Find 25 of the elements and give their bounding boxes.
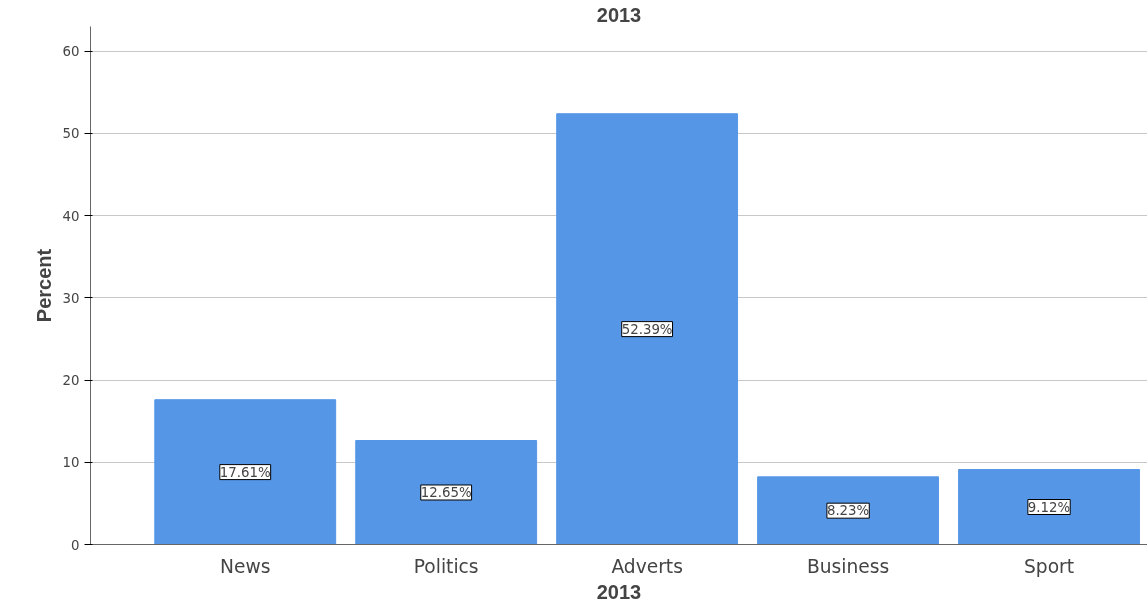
y-tick-label: 40 bbox=[62, 208, 80, 224]
y-tick-label: 20 bbox=[62, 373, 80, 389]
bar bbox=[958, 469, 1140, 545]
y-tick-label: 50 bbox=[62, 126, 80, 142]
y-tick-label: 10 bbox=[62, 455, 80, 471]
x-tick-label: Sport bbox=[1023, 555, 1075, 577]
x-tick-label: Politics bbox=[413, 555, 479, 577]
x-tick-label: Business bbox=[806, 555, 890, 577]
chart-title: 2013 bbox=[596, 3, 642, 26]
data-label: 52.39% bbox=[621, 321, 673, 337]
data-label: 9.12% bbox=[1027, 499, 1071, 515]
y-tick-label: 0 bbox=[71, 537, 80, 553]
data-label: 8.23% bbox=[826, 503, 870, 519]
y-tick-label: 60 bbox=[62, 44, 80, 60]
data-label: 17.61% bbox=[219, 464, 271, 480]
bar bbox=[556, 113, 739, 545]
bar bbox=[355, 439, 538, 545]
bar bbox=[154, 399, 337, 545]
y-tick-label: 30 bbox=[62, 290, 80, 306]
x-axis-title: 2013 bbox=[596, 580, 642, 601]
x-tick-label: News bbox=[220, 555, 271, 577]
data-label: 12.65% bbox=[420, 484, 472, 500]
y-axis-title: Percent bbox=[32, 248, 55, 323]
x-tick-label: Adverts bbox=[611, 555, 683, 577]
bar bbox=[757, 476, 940, 545]
